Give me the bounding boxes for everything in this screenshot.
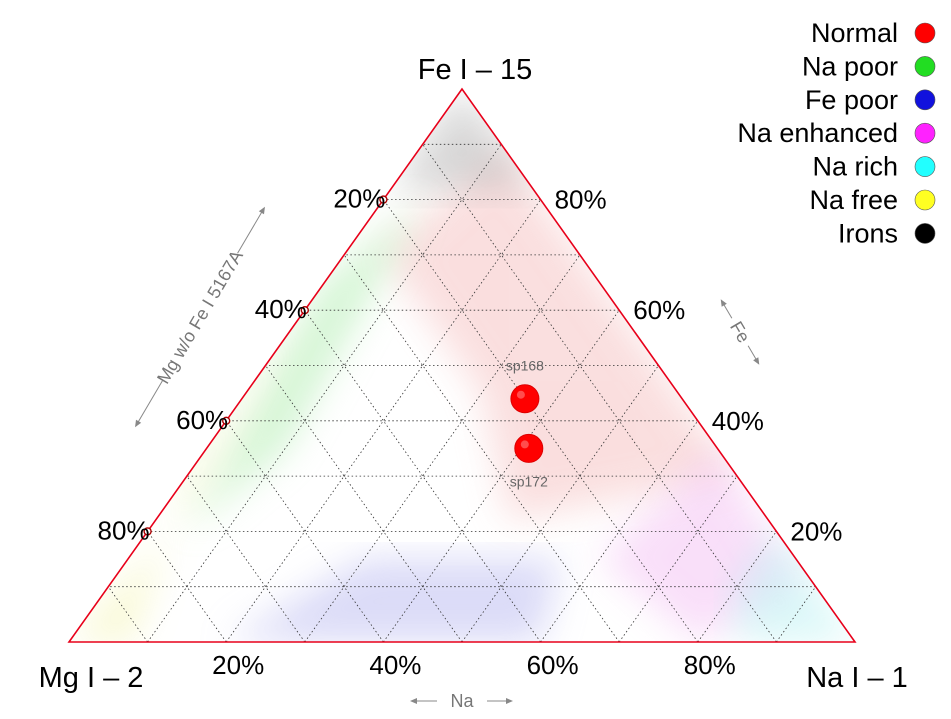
grid-line (697, 531, 777, 643)
right-axis-arrowhead-right (753, 357, 760, 365)
ternary-grid (107, 143, 817, 643)
legend-swatch (914, 189, 936, 211)
bottom-tick-label: 40% (369, 650, 421, 680)
legend-swatch (914, 156, 936, 177)
data-point-label: sp172 (510, 473, 548, 489)
data-point-highlight (520, 440, 529, 449)
legend-swatch (914, 22, 936, 44)
right-axis-ticks: 20% 40% 60% 80% (555, 185, 843, 547)
legend-label: Na poor (802, 51, 898, 81)
left-tick-marker (143, 527, 152, 536)
right-tick-label: 20% (790, 516, 842, 546)
left-axis-arrowhead-right (258, 206, 265, 215)
legend-swatch (914, 223, 936, 244)
left-tick-label: 80% (98, 515, 150, 545)
left-tick-label: 60% (176, 405, 228, 435)
legend-label: Irons (838, 218, 898, 248)
grid-line (540, 420, 699, 643)
left-tick-marker (221, 416, 231, 425)
bottom-tick-label: 60% (527, 650, 579, 680)
legend-swatch (914, 89, 936, 111)
vertex-label-right: Na I – 1 (806, 662, 908, 694)
grid-line (422, 144, 777, 643)
data-point-highlight (516, 390, 525, 399)
data-point (510, 384, 540, 414)
legend-label: Fe poor (805, 85, 898, 115)
left-axis-arrow-left (136, 380, 163, 425)
grid-line (225, 199, 541, 643)
region-na-rich (737, 531, 855, 642)
legend-label: Normal (811, 18, 898, 48)
bottom-axis-title: Na (410, 691, 513, 711)
region-irons (391, 89, 533, 189)
data-points: sp168 sp172 (506, 358, 548, 490)
region-na-poor (186, 199, 423, 532)
left-axis-label: Mg w/o Fe I 5167A (153, 247, 247, 387)
grid-line (147, 531, 227, 643)
legend-label: Na rich (812, 152, 898, 182)
grid-line (383, 199, 699, 643)
grid-line (225, 420, 384, 643)
legend-label: Na free (809, 185, 898, 215)
region-fe-poor (226, 559, 561, 642)
left-axis-ticks: 80% 60% 40% 20% (98, 184, 388, 545)
left-axis-arrowhead-left (135, 419, 142, 428)
left-tick-label: 40% (255, 294, 307, 324)
bottom-axis-label: Na (450, 691, 474, 711)
bottom-tick-label: 80% (684, 650, 736, 680)
data-point-label: sp168 (506, 358, 544, 374)
bottom-axis-ticks: 20% 40% 60% 80% (212, 650, 736, 680)
right-axis-arrowhead-left (720, 299, 727, 307)
right-axis-label: Fe (726, 318, 754, 346)
left-tick-label: 20% (333, 184, 385, 214)
data-point (514, 433, 544, 463)
grid-line (265, 365, 463, 643)
grid-line (107, 586, 148, 643)
left-axis-arrow-right (237, 209, 264, 254)
vertex-label-top: Fe I – 15 (418, 54, 532, 86)
legend-swatch (914, 56, 936, 77)
legend-swatch (914, 122, 936, 144)
grid-line (147, 144, 502, 643)
grid-line (776, 586, 817, 643)
legend-label: Na enhanced (737, 118, 898, 148)
right-tick-label: 80% (555, 185, 607, 215)
left-tick-marker (379, 195, 388, 204)
vertex-label-left: Mg I – 2 (39, 662, 144, 694)
right-axis-title: Fe (720, 299, 760, 365)
right-tick-label: 60% (633, 295, 685, 325)
region-normal (383, 144, 738, 521)
bottom-axis-arrowhead-right (506, 698, 513, 704)
grid-line (304, 254, 581, 643)
bottom-axis-arrowhead-left (410, 698, 417, 704)
left-tick-marker (300, 306, 309, 315)
bottom-tick-label: 20% (212, 650, 264, 680)
right-tick-label: 40% (712, 406, 764, 436)
ternary-triangle (67, 87, 857, 643)
grid-line (343, 254, 620, 643)
grid-line (461, 365, 659, 643)
